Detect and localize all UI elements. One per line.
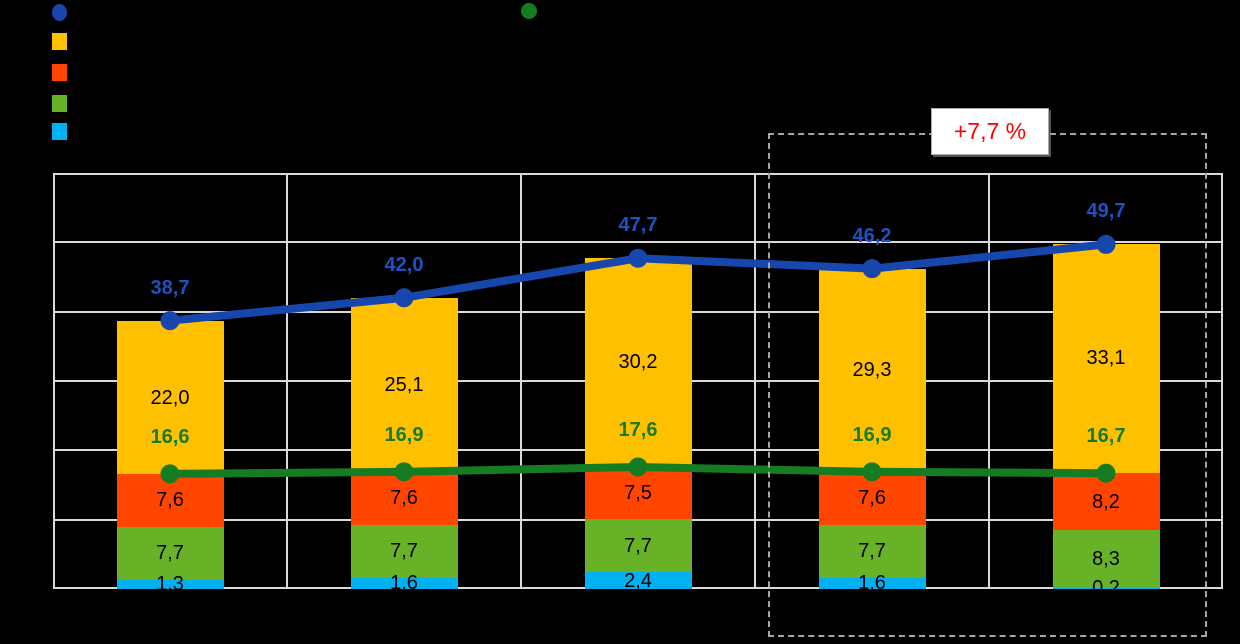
cyan-series-marker-icon: [52, 123, 67, 140]
bar-segment-label: 29,3: [852, 359, 892, 382]
bar-segment: [350, 524, 458, 578]
bar-segment-label: 22,0: [150, 386, 190, 409]
line-point-label: 16,6: [150, 425, 190, 448]
line-point-label: 38,7: [150, 276, 190, 299]
bar-segment: [116, 526, 224, 580]
total-line-marker-icon: [52, 4, 67, 21]
bar-segment-label: 7,7: [858, 540, 886, 563]
growth-annotation: +7,7 %: [931, 108, 1049, 155]
bar-segment-label: 1,6: [858, 572, 886, 595]
bar-segment-label: 7,5: [624, 481, 652, 504]
bar-segment-label: 7,6: [858, 487, 886, 510]
h-gridline: [53, 241, 1223, 244]
line-point-label: 49,7: [1086, 200, 1126, 223]
series-point-marker: [394, 288, 414, 308]
series-point-marker: [160, 464, 180, 484]
v-gridline: [286, 173, 288, 589]
bar-segment: [818, 524, 926, 578]
bar-segment: [584, 518, 692, 573]
bar-segment-label: 1,3: [156, 573, 184, 596]
v-gridline: [754, 173, 756, 589]
bar-segment-label: 8,3: [1092, 547, 1120, 570]
bar-segment-label: 30,2: [618, 351, 658, 374]
subtotal-line-marker-icon: [521, 3, 537, 19]
series-point-marker: [394, 462, 414, 482]
series-point-marker: [628, 248, 648, 268]
highlight-dashed-box: [768, 133, 1207, 637]
bar-segment: [584, 572, 692, 589]
bar-segment-label: 0,2: [1092, 577, 1120, 600]
series-point-marker: [628, 457, 648, 477]
line-point-label: 16,9: [852, 423, 892, 446]
bar-segment-label: 2,4: [624, 569, 652, 592]
red-series-marker-icon: [52, 64, 67, 81]
bar-segment: [350, 297, 458, 472]
series-point-marker: [1096, 234, 1116, 254]
line-point-label: 16,7: [1086, 425, 1126, 448]
bar-segment-label: 25,1: [384, 373, 424, 396]
line-point-label: 42,0: [384, 253, 424, 276]
bar-segment: [116, 321, 224, 474]
green-series-marker-icon: [52, 95, 67, 112]
line-point-label: 16,9: [384, 423, 424, 446]
bar-segment-label: 7,7: [390, 540, 418, 563]
bar-segment: [818, 577, 926, 589]
bar-segment: [584, 257, 692, 467]
bar-segment-label: 7,6: [390, 487, 418, 510]
line-point-label: 46,2: [852, 224, 892, 247]
bar-segment: [116, 579, 224, 589]
series-point-marker: [1096, 463, 1116, 483]
bar-segment-label: 7,6: [156, 489, 184, 512]
bar-segment-label: 8,2: [1092, 490, 1120, 513]
v-gridline: [988, 173, 990, 589]
bar-segment: [818, 268, 926, 472]
line-overlay: [160, 234, 1116, 484]
amber-series-marker-icon: [52, 33, 67, 50]
line-point-label: 17,6: [618, 418, 658, 441]
growth-annotation-label: +7,7 %: [953, 118, 1027, 144]
bar-segment: [1052, 243, 1160, 474]
bar-segment-label: 1,6: [390, 572, 418, 595]
line-point-label: 47,7: [618, 214, 658, 237]
bar-segment-label: 7,7: [624, 534, 652, 557]
series-point-marker: [862, 462, 882, 482]
bar-segment: [1052, 587, 1160, 589]
bar-segment-label: 33,1: [1086, 347, 1126, 370]
series-point-marker: [862, 259, 882, 279]
bar-segment: [350, 577, 458, 589]
v-gridline: [520, 173, 522, 589]
series-point-marker: [160, 311, 180, 331]
bar-segment-label: 7,7: [156, 542, 184, 565]
bar-segment: [1052, 530, 1160, 588]
